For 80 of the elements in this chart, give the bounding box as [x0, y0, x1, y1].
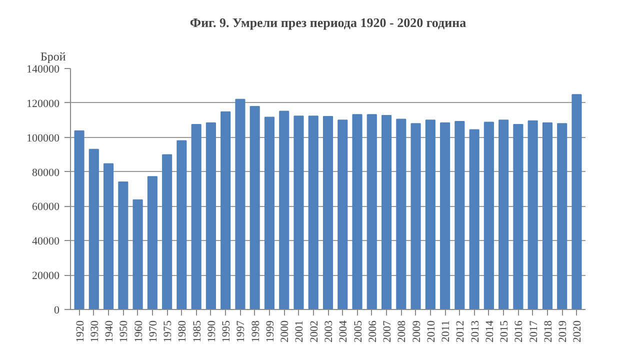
x-tick-label: 2013: [469, 320, 482, 342]
y-tick-label: 80000: [32, 166, 60, 179]
y-tick-label: 120000: [26, 98, 60, 110]
bar: [235, 98, 246, 310]
bar: [104, 163, 114, 310]
x-tick-label: 1950: [118, 320, 130, 342]
x-tick-label: 1975: [162, 320, 174, 342]
bar: [454, 121, 465, 310]
bar: [484, 122, 494, 310]
bar: [528, 120, 538, 310]
bar: [352, 114, 362, 310]
x-tick-label: 2006: [366, 320, 379, 342]
bar: [162, 154, 172, 310]
x-tick-label: 2010: [425, 320, 438, 342]
x-tick-label: 2015: [498, 320, 511, 342]
bar: [469, 129, 480, 310]
x-tick-label: 1930: [88, 320, 101, 342]
x-tick-label: 2014: [484, 320, 496, 342]
x-tick-label: 1985: [191, 320, 204, 342]
bar: [513, 124, 524, 310]
bar: [338, 120, 348, 310]
x-tick-label: 2000: [279, 320, 292, 342]
x-tick-label: 1999: [264, 320, 276, 342]
x-tick-label: 1990: [206, 320, 218, 342]
x-tick-label: 2016: [513, 320, 526, 342]
x-tick-label: 1980: [176, 320, 189, 342]
x-tick-label: 2017: [528, 320, 540, 342]
bar: [425, 120, 436, 310]
chart-title: Фиг. 9. Умрели през периода 1920 - 2020 година: [190, 15, 467, 30]
bar: [74, 130, 84, 310]
x-tick-label: 2008: [396, 320, 408, 342]
x-tick-label: 2004: [338, 320, 350, 342]
x-tick-label: 2018: [542, 320, 554, 342]
bar: [440, 122, 450, 310]
bar: [206, 122, 216, 310]
x-tick-label: 2009: [410, 320, 423, 342]
x-tick-label: 2012: [454, 320, 467, 342]
x-tick-label: 2003: [323, 320, 335, 342]
bar: [498, 120, 509, 310]
y-tick-label: 100000: [26, 132, 60, 144]
bar: [147, 176, 158, 310]
bar: [294, 116, 304, 310]
bar: [396, 118, 406, 310]
bar: [366, 114, 377, 310]
bar: [322, 116, 334, 310]
bar: [220, 111, 231, 310]
x-tick-label: 1920: [74, 320, 86, 342]
bar: [572, 94, 582, 310]
x-tick-label: 2007: [382, 320, 394, 342]
bar: [88, 148, 99, 310]
x-tick-label: 1997: [235, 320, 248, 342]
y-tick-label: 140000: [26, 64, 60, 76]
x-tick-label: 1940: [104, 320, 116, 342]
x-tick-label: 2020: [572, 320, 584, 342]
x-tick-label: 2019: [557, 320, 570, 342]
bar: [557, 123, 568, 310]
x-tick-label: 1970: [147, 320, 160, 342]
x-tick-label: 2001: [294, 320, 306, 342]
x-tick-label: 1960: [132, 320, 145, 342]
bar: [250, 106, 260, 310]
y-tick-label: 60000: [32, 201, 60, 214]
bar: [542, 122, 552, 310]
y-tick-label: 0: [54, 304, 60, 316]
bar: [410, 123, 421, 310]
bar: [381, 114, 392, 310]
bar: [191, 124, 202, 310]
bar: [132, 199, 143, 310]
bar: [176, 140, 187, 310]
x-tick-label: 1995: [220, 320, 233, 342]
y-tick-label: 20000: [32, 270, 60, 282]
y-axis-title: Брой: [40, 50, 66, 64]
x-tick-label: 2011: [440, 320, 452, 342]
bar: [308, 116, 318, 310]
bar: [279, 110, 290, 310]
bar: [118, 181, 128, 310]
y-tick-label: 40000: [32, 236, 60, 248]
x-tick-label: 2005: [352, 320, 364, 342]
x-tick-label: 1998: [250, 320, 262, 342]
bar: [264, 116, 275, 310]
x-tick-label: 2002: [308, 320, 320, 342]
